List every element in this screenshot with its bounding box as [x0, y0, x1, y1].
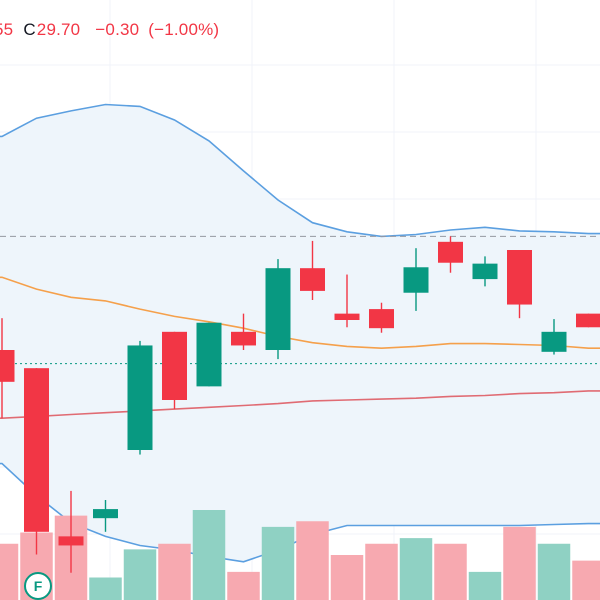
- candle: [507, 250, 532, 319]
- bollinger-bands: [0, 103, 600, 563]
- candle: [472, 256, 498, 287]
- volume-bar: [192, 510, 226, 600]
- candle: [127, 340, 153, 455]
- candle: [93, 500, 118, 532]
- event-markers[interactable]: F: [24, 572, 52, 600]
- volume-bar: [365, 543, 398, 600]
- candle-body: [369, 309, 394, 329]
- ohlc-legend: 55 C29.70 −0.30 (−1.00%): [0, 20, 223, 40]
- bollinger-upper-line: [0, 103, 600, 238]
- candle-body: [541, 331, 567, 352]
- candle: [196, 322, 222, 387]
- ma-fast-line: [0, 276, 600, 350]
- volume-bar: [0, 543, 19, 600]
- volume-bar: [330, 555, 364, 600]
- volume-bar: [399, 538, 433, 600]
- candle: [24, 368, 49, 555]
- candle-body: [334, 313, 360, 320]
- bollinger-fill: [0, 104, 600, 562]
- candle-body: [403, 267, 429, 293]
- volume-bar: [89, 577, 122, 600]
- candle-body: [127, 345, 153, 450]
- candle: [369, 302, 394, 333]
- candle: [231, 313, 256, 350]
- candle-body: [438, 241, 463, 263]
- volume-bar: [227, 571, 260, 600]
- volume-bar: [123, 549, 157, 600]
- moving-averages: [0, 276, 600, 419]
- candle: [300, 240, 325, 300]
- legend-change: −0.30: [95, 20, 140, 39]
- candle-body: [24, 368, 49, 532]
- volume-bar: [572, 560, 600, 600]
- candle-body: [231, 331, 256, 346]
- candle: [0, 318, 15, 419]
- candle-body: [576, 313, 600, 328]
- volume-bar: [503, 526, 536, 600]
- event-marker-circle: [24, 572, 52, 600]
- ma-slow-line: [0, 390, 600, 419]
- candle-body: [0, 350, 15, 382]
- volume-bar: [468, 571, 502, 600]
- legend-close-value: 29.70: [36, 20, 81, 39]
- candle: [58, 490, 84, 573]
- candle-body: [93, 509, 118, 519]
- candle-body: [265, 268, 291, 350]
- candle-body: [507, 250, 532, 305]
- event-marker[interactable]: F: [24, 572, 52, 600]
- candle: [541, 319, 567, 355]
- candle-body: [472, 263, 498, 280]
- volume-bar: [434, 543, 467, 600]
- volume-bar: [158, 543, 191, 600]
- volume-bar: [261, 526, 295, 600]
- price-levels: [0, 235, 600, 365]
- volume-bar: [537, 543, 571, 600]
- candle: [265, 259, 291, 360]
- candle: [334, 274, 360, 328]
- candle-body: [162, 331, 187, 400]
- candle-body: [300, 268, 325, 291]
- legend-close-label: C: [23, 20, 36, 39]
- candle: [576, 313, 600, 328]
- candle-body: [196, 322, 222, 387]
- candle: [162, 331, 187, 410]
- candle-body: [58, 536, 84, 546]
- candle: [438, 236, 463, 273]
- legend-change-pct: (−1.00%): [148, 20, 220, 39]
- legend-prev-value: 55: [0, 20, 14, 39]
- volume-bar: [296, 521, 329, 600]
- event-marker-label: F: [34, 578, 43, 594]
- candles: [0, 236, 600, 573]
- candle: [403, 248, 429, 311]
